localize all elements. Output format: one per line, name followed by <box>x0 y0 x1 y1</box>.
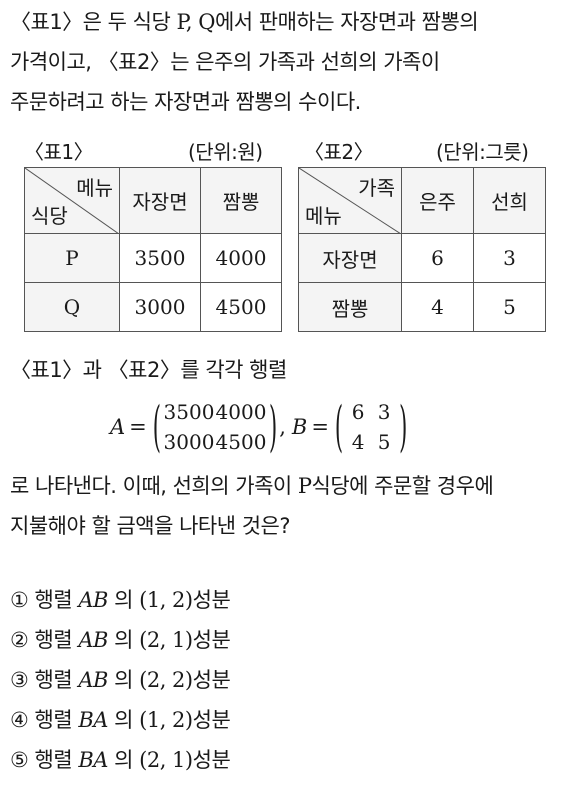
choice-2[interactable]: ② 행렬 AB 의 (2, 1)성분 <box>10 624 231 654</box>
intro-text: 〈표1〉은 두 식당 <box>10 10 177 34</box>
corner-top-label: 가족 <box>358 176 395 200</box>
choice-matrix: AB <box>78 588 108 612</box>
table1-cell: 3500 <box>119 233 201 283</box>
choice-word: 행렬 <box>34 668 73 692</box>
table1-cell: 4500 <box>200 282 282 332</box>
choice-word: 행렬 <box>34 588 73 612</box>
intro-line-2: 가격이고, 〈표2〉는 은주의 가족과 선희의 가족이 <box>10 50 440 74</box>
matrix-b-label: B <box>291 415 308 439</box>
choice-index: (2, 1) <box>139 748 193 772</box>
equals-sign: = <box>129 415 147 439</box>
intro-line-3: 주문하려고 하는 자장면과 짬뽕의 수이다. <box>10 90 361 114</box>
matrix-a-label: A <box>110 415 126 439</box>
table2-caption: 〈표2〉 <box>304 140 374 164</box>
table1-unit: (단위:원) <box>188 140 263 164</box>
table1-row-label: P <box>24 233 120 283</box>
corner-bottom-label: 식당 <box>31 204 68 228</box>
table1-cell: 3000 <box>119 282 201 332</box>
choice-number: ③ <box>10 668 29 692</box>
restaurant-names: P, Q <box>176 10 216 34</box>
matrix-b-cell: 6 <box>351 400 365 424</box>
table2-header-eunju: 은주 <box>401 167 474 234</box>
left-paren: ( <box>334 395 344 459</box>
choice-particle: 의 <box>114 628 133 652</box>
equals-sign: = <box>311 415 329 439</box>
table2-row-label: 자장면 <box>298 233 402 283</box>
choice-matrix: BA <box>78 708 108 732</box>
choice-particle: 의 <box>114 588 133 612</box>
choice-suffix: 성분 <box>192 708 231 732</box>
choice-matrix: AB <box>78 628 108 652</box>
question-line-1: 로 나타낸다. 이때, 선희의 가족이 P식당에 주문할 경우에 <box>10 470 494 500</box>
table2-corner: 가족 메뉴 <box>298 167 402 234</box>
choice-suffix: 성분 <box>192 748 231 772</box>
choice-index: (1, 2) <box>139 588 193 612</box>
corner-bottom-label: 메뉴 <box>305 204 342 228</box>
diagonal-line <box>299 168 401 234</box>
corner-top-label: 메뉴 <box>76 176 113 200</box>
table2-cell: 6 <box>401 233 474 283</box>
table1-row-label: Q <box>24 282 120 332</box>
table1: 메뉴 식당 자장면 짬뽕 P 3500 4000 Q 3000 4500 <box>24 167 282 332</box>
table2-unit: (단위:그릇) <box>436 140 529 164</box>
choice-index: (2, 2) <box>139 668 193 692</box>
matrix-a-cell: 4500 <box>215 430 267 454</box>
choice-word: 행렬 <box>34 748 73 772</box>
choice-5[interactable]: ⑤ 행렬 BA 의 (2, 1)성분 <box>10 744 231 774</box>
table2-cell: 3 <box>473 233 546 283</box>
table1-cell: 4000 <box>200 233 282 283</box>
choice-suffix: 성분 <box>192 668 231 692</box>
choice-3[interactable]: ③ 행렬 AB 의 (2, 2)성분 <box>10 664 231 694</box>
choice-number: ① <box>10 588 29 612</box>
choice-word: 행렬 <box>34 708 73 732</box>
choice-particle: 의 <box>114 748 133 772</box>
comma: , <box>279 415 286 439</box>
matrix-a-cell: 4000 <box>215 400 267 424</box>
table1-caption: 〈표1〉 <box>24 140 94 164</box>
matrix-a: 35004000 30004500 <box>163 397 267 457</box>
matrix-intro: 〈표1〉과 〈표2〉를 각각 행렬 <box>10 358 287 382</box>
table1-header-jajang: 자장면 <box>119 167 201 234</box>
intro-text: 에서 판매하는 자장면과 짬뽕의 <box>214 10 479 34</box>
choice-matrix: AB <box>78 668 108 692</box>
table1-corner: 메뉴 식당 <box>24 167 120 234</box>
matrix-b-cell: 3 <box>377 400 391 424</box>
question-text: 식당에 주문할 경우에 <box>311 474 494 498</box>
right-paren: ) <box>399 395 408 459</box>
matrix-b-cell: 5 <box>377 430 391 454</box>
left-paren: ( <box>152 395 161 459</box>
intro-line-1: 〈표1〉은 두 식당 P, Q에서 판매하는 자장면과 짬뽕의 <box>10 6 479 36</box>
choice-1[interactable]: ① 행렬 AB 의 (1, 2)성분 <box>10 584 231 614</box>
choice-number: ④ <box>10 708 29 732</box>
matrix-a-cell: 3000 <box>163 430 215 454</box>
right-paren: ) <box>268 395 278 459</box>
choice-particle: 의 <box>114 668 133 692</box>
table2: 가족 메뉴 은주 선희 자장면 6 3 짬뽕 4 5 <box>298 167 546 332</box>
diagonal-line <box>25 168 119 234</box>
choice-suffix: 성분 <box>192 628 231 652</box>
choice-4[interactable]: ④ 행렬 BA 의 (1, 2)성분 <box>10 704 231 734</box>
choice-matrix: BA <box>78 748 108 772</box>
choice-number: ② <box>10 628 29 652</box>
question-line-2: 지불해야 할 금액을 나타낸 것은? <box>10 514 291 538</box>
table2-row-label: 짬뽕 <box>298 282 402 332</box>
choice-suffix: 성분 <box>192 588 231 612</box>
table2-header-seonhui: 선희 <box>473 167 546 234</box>
choice-number: ⑤ <box>10 748 29 772</box>
table1-header-jjamppong: 짬뽕 <box>200 167 282 234</box>
matrix-a-cell: 3500 <box>163 400 215 424</box>
question-text: 로 나타낸다. 이때, 선희의 가족이 <box>10 474 298 498</box>
choice-index: (1, 2) <box>139 708 193 732</box>
choice-word: 행렬 <box>34 628 73 652</box>
table2-cell: 5 <box>473 282 546 332</box>
choice-index: (2, 1) <box>139 628 193 652</box>
matrix-b-cell: 4 <box>351 430 365 454</box>
table2-cell: 4 <box>401 282 474 332</box>
choice-particle: 의 <box>114 708 133 732</box>
restaurant-name: P <box>297 474 312 498</box>
